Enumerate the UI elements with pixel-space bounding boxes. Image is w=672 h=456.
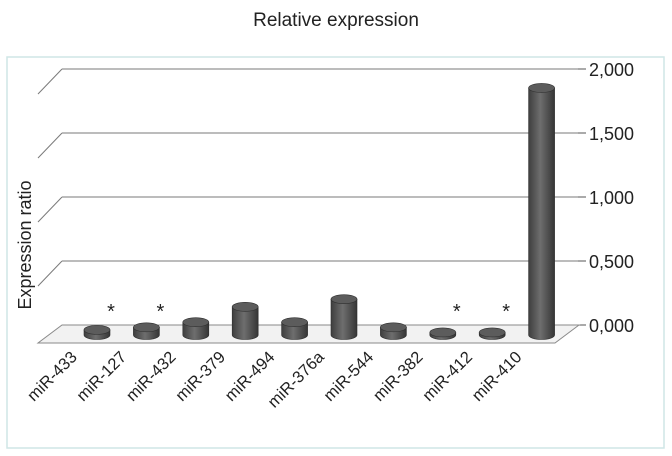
- y-axis-label: Expression ratio: [15, 180, 35, 309]
- bar-top: [231, 302, 259, 312]
- bar-top: [281, 317, 308, 328]
- bar-miR-432: [182, 317, 210, 340]
- y-tick-label: 1,500: [589, 124, 634, 144]
- y-axis-ticks: 0,000 0,500 1,000 1,500 2,000: [589, 60, 634, 336]
- bar-top: [478, 327, 506, 338]
- y-tick-label: 0,000: [589, 316, 634, 336]
- significance-marker: *: [453, 301, 461, 323]
- bar-miR-127: [133, 322, 160, 340]
- bar-top: [133, 322, 160, 333]
- bar-miR-376a: [330, 294, 358, 340]
- bar-top: [528, 83, 555, 93]
- x-tick-label: miR-544: [320, 348, 377, 405]
- bar-miR-433: [83, 325, 111, 340]
- gridline-depth: [37, 196, 63, 223]
- significance-marker: *: [157, 301, 165, 323]
- bar-body: [231, 306, 259, 340]
- y-tick-label: 2,000: [589, 60, 634, 80]
- x-axis-labels: miR-433miR-127miR-432miR-379miR-494miR-3…: [24, 348, 525, 412]
- bar-miR-494: [281, 317, 308, 340]
- x-tick-label: miR-382: [370, 348, 427, 405]
- bar-top: [83, 325, 111, 335]
- x-tick-label: miR-432: [123, 348, 180, 405]
- x-tick-label: miR-412: [419, 348, 476, 405]
- bar-miR-410: [528, 83, 555, 340]
- x-tick-label: miR-379: [172, 348, 229, 405]
- y-tick-label: 0,500: [589, 252, 634, 272]
- chart-title: Relative expression: [253, 10, 419, 31]
- bar-body: [182, 321, 210, 340]
- bar-top: [182, 317, 210, 328]
- bar-body: [281, 321, 308, 340]
- bars: * * * *: [83, 83, 555, 340]
- x-tick-label: miR-410: [469, 348, 526, 405]
- bar-miR-382: [429, 327, 457, 340]
- bar-miR-379: [231, 302, 259, 340]
- chart-border: [6, 56, 665, 449]
- bar-body: [330, 298, 358, 340]
- bar-top: [429, 327, 457, 338]
- x-tick-label: miR-127: [73, 348, 130, 405]
- gridline-depth: [37, 260, 63, 287]
- significance-marker: *: [107, 301, 115, 323]
- gridline-depth: [37, 132, 63, 159]
- significance-marker: *: [502, 301, 510, 323]
- x-tick-label: miR-433: [24, 348, 81, 405]
- y-tick-label: 1,000: [589, 188, 634, 208]
- gridline-depth: [37, 68, 63, 95]
- bar-body: [528, 87, 555, 340]
- bar-miR-412: [478, 327, 506, 340]
- bar-miR-544: [380, 322, 407, 340]
- bar-top: [380, 322, 407, 333]
- bar-top: [330, 294, 358, 304]
